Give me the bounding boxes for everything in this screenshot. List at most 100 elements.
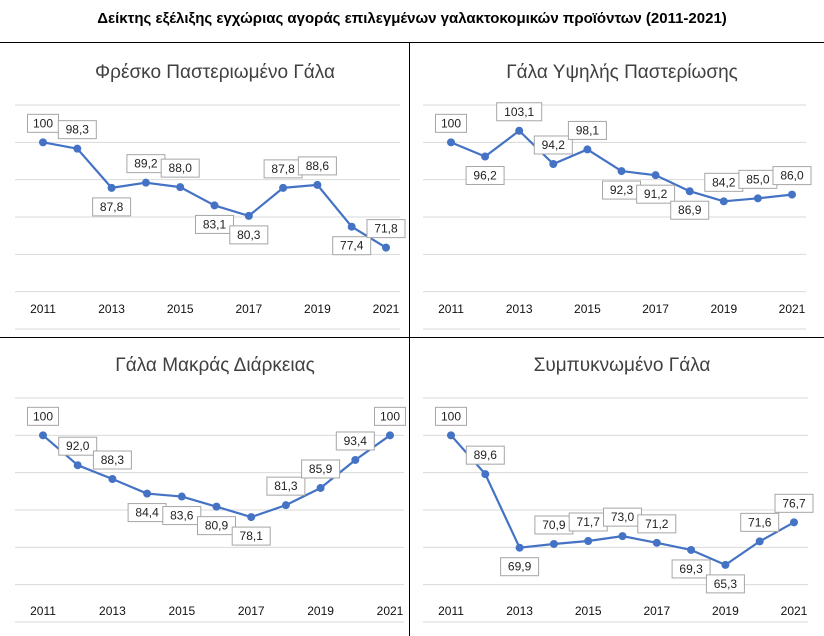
chart-title: Γάλα Μακράς Διάρκειας	[115, 355, 314, 376]
data-label-text: 103,1	[504, 105, 534, 119]
data-label: 71,6	[740, 512, 780, 532]
data-point	[721, 560, 730, 569]
x-tick-label: 2013	[99, 604, 126, 618]
data-label: 88,0	[160, 158, 200, 178]
x-tick-label: 2011	[30, 302, 56, 316]
data-label-box	[774, 493, 814, 513]
data-label-box	[229, 225, 269, 245]
data-point	[386, 431, 394, 440]
data-label-box	[740, 512, 780, 532]
data-label-text: 100	[33, 116, 53, 130]
data-point	[481, 152, 490, 161]
data-label: 71,2	[637, 514, 677, 534]
data-label-box	[435, 406, 467, 426]
data-label-text: 69,3	[679, 562, 703, 576]
data-point	[652, 538, 661, 547]
data-point	[583, 145, 592, 154]
x-tick-label: 2017	[643, 604, 670, 618]
chart-title: Συμπυκνωμένο Γάλα	[534, 355, 711, 376]
data-label: 100	[27, 406, 59, 426]
data-label-box	[266, 476, 306, 496]
data-label-text: 93,4	[344, 434, 368, 448]
data-point	[210, 201, 219, 210]
data-label: 71,7	[568, 512, 608, 532]
data-label-text: 92,3	[610, 183, 634, 197]
x-tick-label: 2011	[438, 302, 464, 316]
data-label-text: 81,3	[274, 479, 298, 493]
data-label: 69,3	[671, 559, 711, 579]
x-tick-label: 2017	[642, 302, 669, 316]
data-label-box	[465, 445, 505, 465]
data-point	[481, 470, 490, 479]
data-label: 89,6	[465, 445, 505, 465]
data-point	[108, 475, 117, 484]
data-label-box	[636, 184, 676, 204]
data-label-text: 86,9	[678, 203, 702, 217]
data-point	[107, 183, 116, 192]
data-label: 86,9	[670, 200, 710, 220]
data-label: 73,0	[603, 507, 642, 527]
data-label: 85,0	[738, 169, 778, 189]
data-label: 100	[374, 406, 406, 426]
data-point	[753, 194, 762, 203]
data-point	[141, 178, 150, 187]
x-tick-label: 2015	[574, 302, 601, 316]
data-label-box	[500, 557, 540, 577]
data-label-box	[435, 113, 467, 133]
data-label: 98,3	[57, 120, 97, 140]
data-label-box	[335, 431, 375, 451]
data-point	[584, 536, 593, 545]
data-label: 93,4	[335, 431, 375, 451]
x-tick-label: 2013	[98, 302, 125, 316]
data-label-text: 71,7	[577, 515, 601, 529]
data-point	[73, 144, 82, 153]
x-tick-label: 2021	[781, 604, 808, 618]
data-label-text: 71,6	[748, 515, 772, 529]
data-point	[515, 126, 524, 135]
data-point	[176, 183, 185, 192]
data-point	[549, 539, 558, 548]
data-point	[212, 502, 221, 511]
x-tick-label: 2015	[167, 302, 194, 316]
data-label-text: 84,2	[712, 175, 736, 189]
data-label-box	[496, 102, 543, 122]
data-point	[244, 211, 253, 220]
data-label-text: 92,0	[66, 439, 90, 453]
data-point	[790, 518, 798, 527]
data-label-text: 94,2	[542, 138, 566, 152]
x-tick-label: 2015	[575, 604, 602, 618]
data-label: 96,2	[465, 166, 505, 186]
data-label-text: 70,9	[542, 518, 566, 532]
data-label-box	[92, 197, 132, 217]
data-point	[247, 513, 256, 522]
chart-fresh-milk: Φρέσκο Παστεριωμένο Γάλα 2011 2013 2015 2017…	[15, 62, 406, 330]
data-label: 88,3	[92, 450, 132, 470]
data-label-box	[637, 514, 677, 534]
data-label-box	[465, 166, 505, 186]
data-label-box	[533, 135, 573, 155]
data-label: 91,2	[636, 184, 676, 204]
data-point	[719, 197, 728, 206]
data-label-text: 100	[441, 116, 461, 130]
data-label-box	[332, 236, 372, 256]
data-label-text: 85,0	[746, 172, 770, 186]
data-label-text: 98,1	[576, 123, 600, 137]
data-label-text: 77,4	[340, 239, 364, 253]
data-label-box	[297, 156, 337, 176]
x-tick-label: 2019	[710, 302, 737, 316]
chart-uht-milk: Γάλα Υψηλής Παστερίωσης 2011 2013 2015 2017 2…	[423, 62, 812, 330]
data-label-box	[670, 200, 710, 220]
data-label-text: 86,0	[780, 169, 804, 183]
data-label: 70,9	[534, 515, 574, 535]
x-tick-label: 2019	[307, 604, 334, 618]
data-label-text: 83,1	[203, 217, 227, 231]
data-label-box	[374, 406, 406, 426]
data-point	[382, 243, 390, 252]
data-label-text: 83,6	[170, 509, 194, 523]
data-label-text: 80,3	[237, 228, 261, 242]
chart-panel-condensed-milk: Συμπυκνωμένο Γάλα 2011 2013 2015 2017 2019 202…	[410, 338, 824, 636]
data-point	[515, 543, 524, 552]
data-point	[351, 455, 360, 464]
x-tick-label: 2021	[373, 302, 400, 316]
data-label-text: 73,0	[611, 510, 635, 524]
